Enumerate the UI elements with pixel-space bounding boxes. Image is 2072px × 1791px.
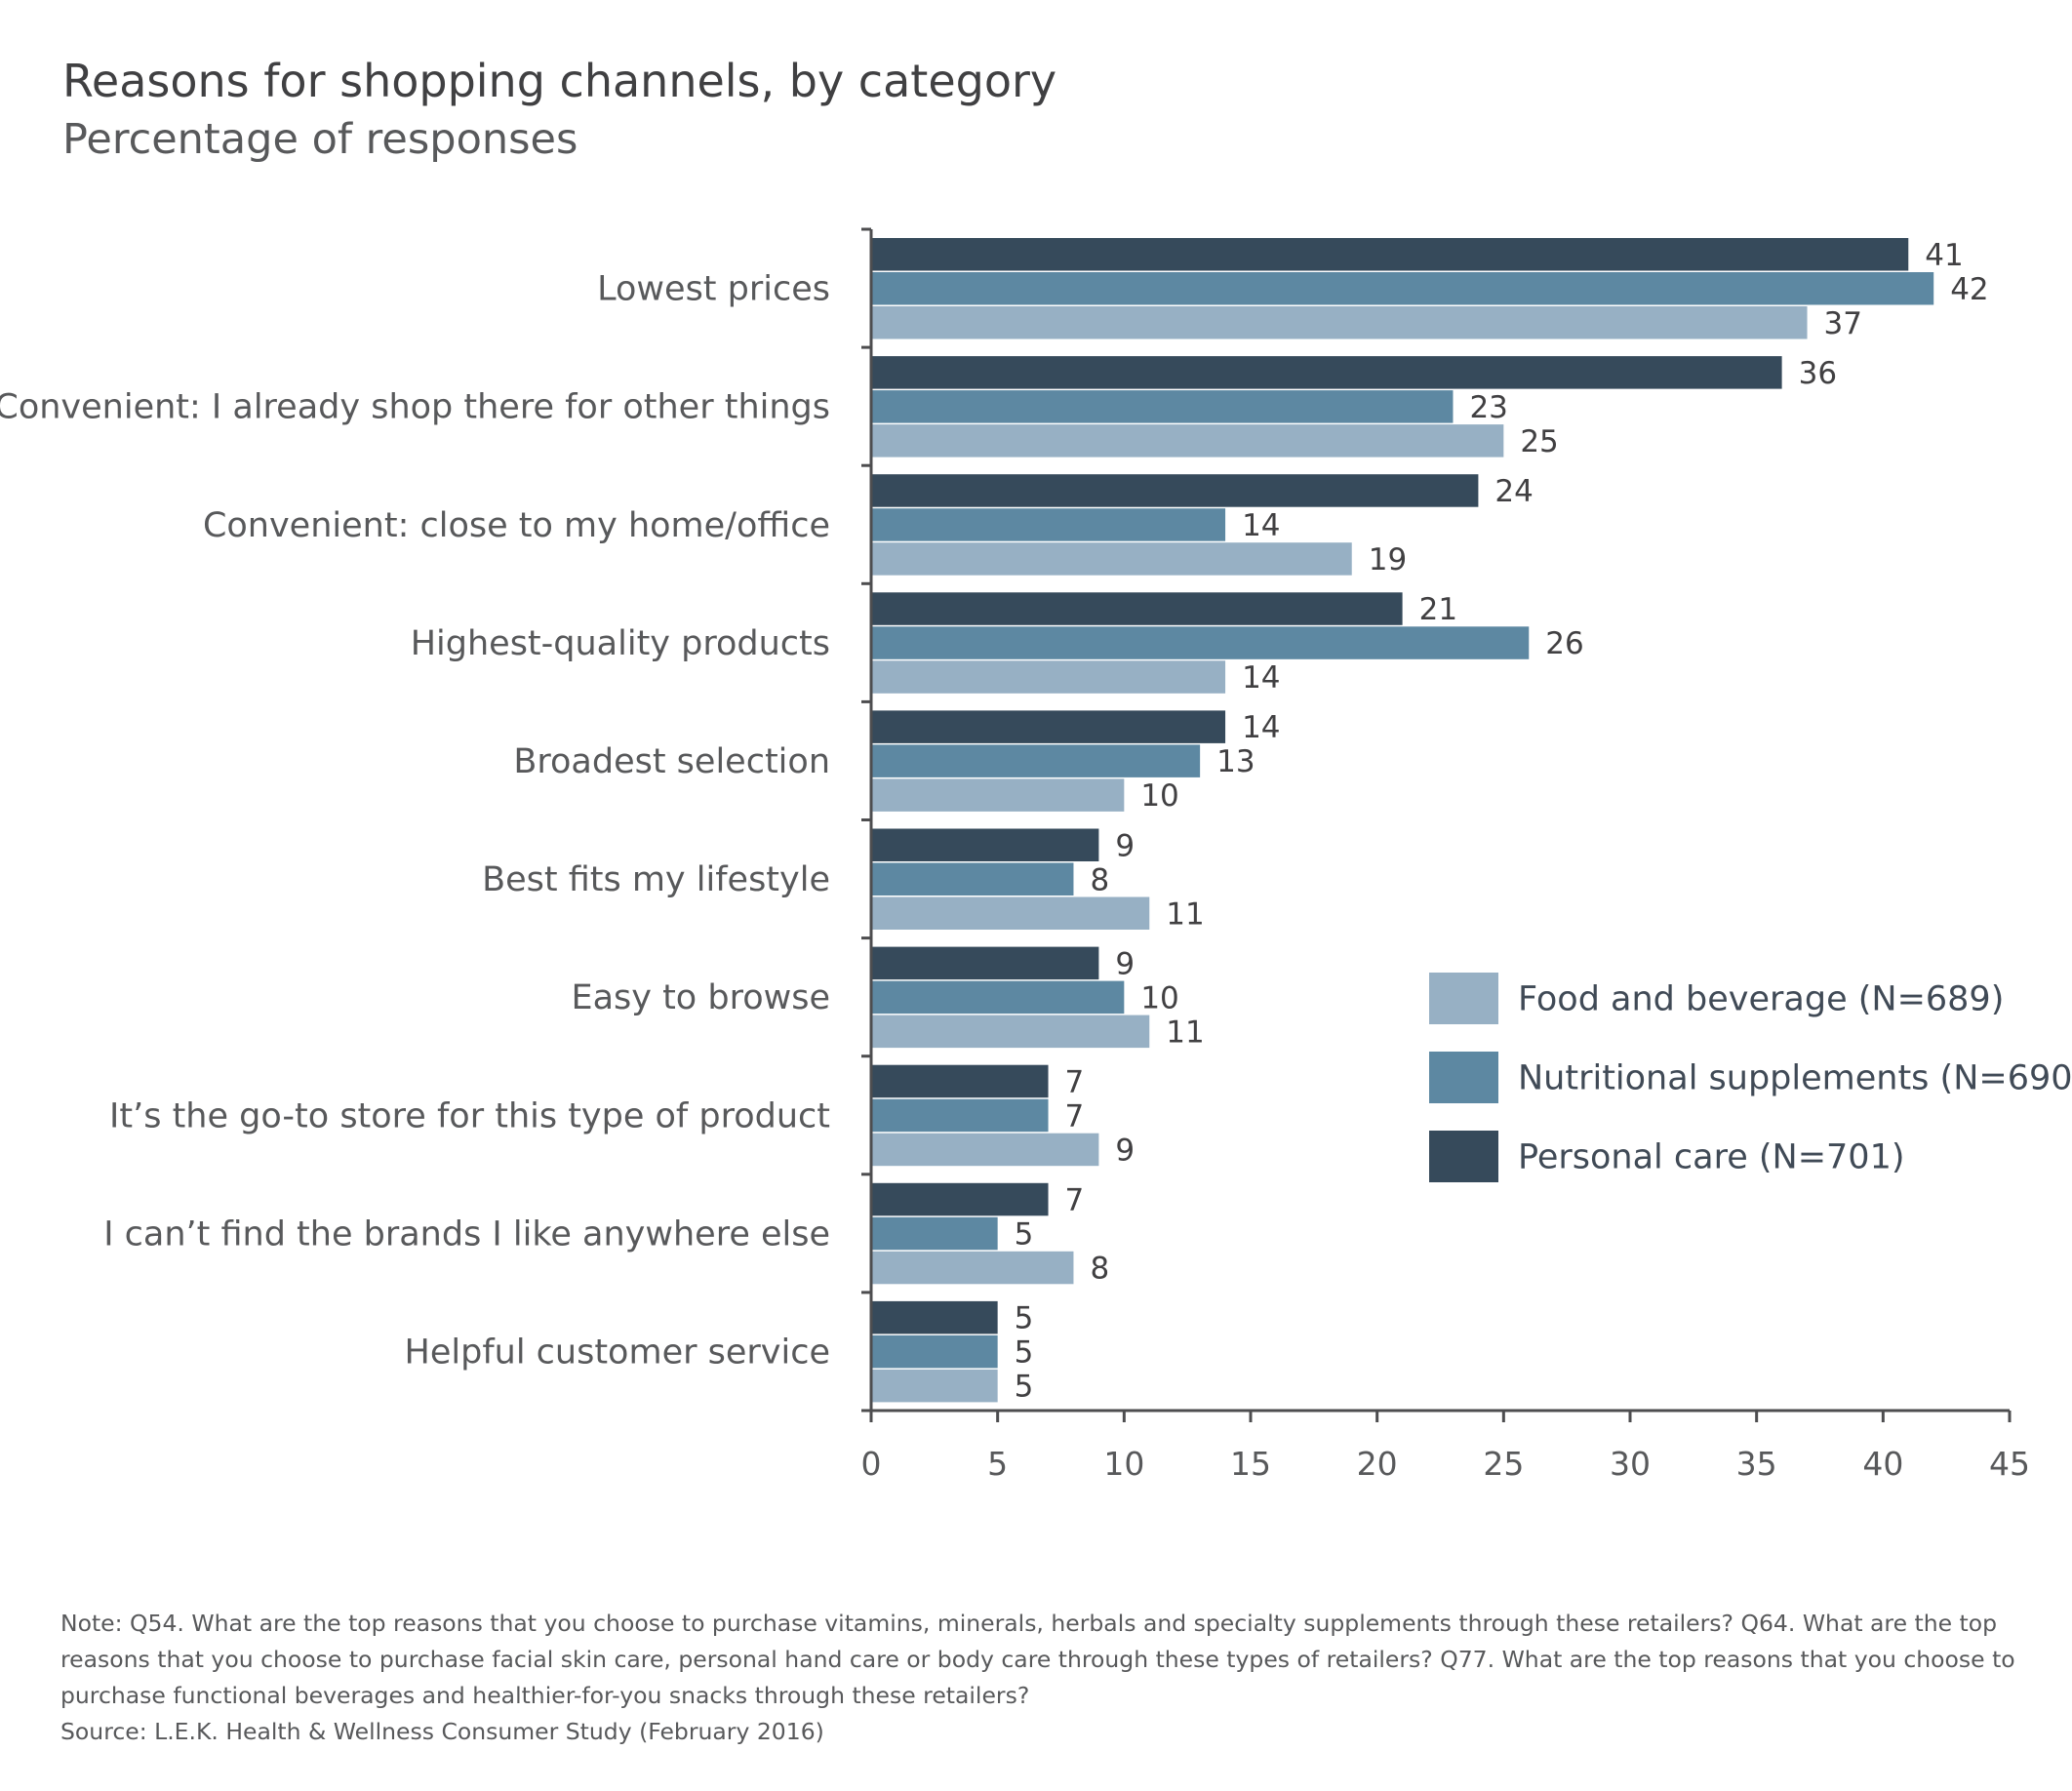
- data-label: 8: [1090, 862, 1109, 897]
- bar: [871, 1182, 1049, 1216]
- category-label: Convenient: I already shop there for oth…: [0, 388, 830, 427]
- data-label: 9: [1115, 1133, 1135, 1168]
- bar: [871, 1015, 1150, 1049]
- x-tick-label: 35: [1736, 1445, 1777, 1483]
- bar: [871, 508, 1226, 541]
- bar: [871, 778, 1125, 812]
- bar: [871, 1064, 1049, 1098]
- data-label: 9: [1115, 946, 1135, 981]
- x-tick-label: 5: [987, 1445, 1008, 1483]
- category-label: Helpful customer service: [405, 1333, 830, 1372]
- bar: [871, 306, 1808, 339]
- data-label: 7: [1065, 1064, 1085, 1099]
- chart-subtitle: Percentage of responses: [62, 115, 578, 164]
- x-tick-label: 10: [1103, 1445, 1144, 1483]
- note-line: purchase functional beverages and health…: [60, 1682, 1030, 1709]
- category-label: I can’t find the brands I like anywhere …: [103, 1214, 830, 1254]
- data-label: 21: [1419, 592, 1457, 627]
- chart-title: Reasons for shopping channels, by catego…: [62, 55, 1057, 107]
- legend-swatch: [1429, 1131, 1498, 1182]
- category-label: Easy to browse: [571, 978, 830, 1017]
- bar: [871, 744, 1201, 777]
- bar: [871, 1133, 1099, 1167]
- data-label: 11: [1166, 1015, 1204, 1050]
- legend-label: Personal care (N=701): [1518, 1138, 1905, 1177]
- data-label: 14: [1242, 710, 1280, 745]
- source-line: Source: L.E.K. Health & Wellness Consume…: [60, 1718, 824, 1745]
- bar: [871, 390, 1454, 423]
- data-label: 9: [1115, 828, 1135, 863]
- legend-swatch: [1429, 973, 1498, 1024]
- data-label: 7: [1065, 1098, 1085, 1134]
- category-label: Broadest selection: [513, 742, 830, 781]
- legend-swatch: [1429, 1052, 1498, 1103]
- bar: [871, 896, 1150, 930]
- data-label: 24: [1494, 474, 1533, 509]
- data-label: 23: [1469, 390, 1507, 425]
- data-label: 8: [1090, 1252, 1109, 1287]
- x-tick-label: 45: [1989, 1445, 2030, 1483]
- legend-label: Food and beverage (N=689): [1518, 980, 2004, 1019]
- x-tick-label: 20: [1357, 1445, 1398, 1483]
- category-label: Convenient: close to my home/office: [203, 506, 830, 545]
- data-label: 5: [1015, 1370, 1034, 1405]
- note-line: reasons that you choose to purchase faci…: [60, 1646, 2015, 1673]
- category-label: Highest-quality products: [411, 624, 830, 663]
- bar: [871, 660, 1226, 694]
- data-label: 14: [1242, 660, 1280, 696]
- bar: [871, 1216, 998, 1251]
- data-label: 19: [1369, 542, 1407, 577]
- bar: [871, 272, 1934, 305]
- data-label: 13: [1216, 744, 1255, 779]
- bar: [871, 828, 1099, 861]
- bar: [871, 1251, 1074, 1285]
- bar: [871, 592, 1403, 625]
- data-label: 14: [1242, 508, 1280, 543]
- data-label: 10: [1140, 980, 1178, 1015]
- data-label: 36: [1799, 356, 1837, 391]
- bar: [871, 1300, 998, 1334]
- category-label: Best fits my lifestyle: [482, 860, 830, 899]
- legend-label: Nutritional supplements (N=690): [1518, 1059, 2072, 1098]
- footnote: Note: Q54. What are the top reasons that…: [60, 1606, 2031, 1750]
- data-label: 10: [1140, 778, 1178, 814]
- bar: [871, 946, 1099, 980]
- data-label: 7: [1065, 1183, 1085, 1218]
- bar: [871, 1369, 998, 1403]
- bar: [871, 542, 1352, 576]
- bar: [871, 238, 1909, 271]
- bar: [871, 710, 1226, 743]
- bar: [871, 474, 1479, 507]
- data-label: 11: [1166, 896, 1204, 932]
- category-label: Lowest prices: [597, 270, 830, 309]
- x-tick-label: 40: [1862, 1445, 1903, 1483]
- bar: [871, 1098, 1049, 1133]
- data-label: 37: [1824, 306, 1862, 341]
- x-tick-label: 25: [1483, 1445, 1524, 1483]
- data-label: 42: [1950, 272, 1988, 307]
- x-tick-label: 30: [1610, 1445, 1651, 1483]
- bar: [871, 626, 1530, 659]
- bar: [871, 424, 1504, 458]
- note-line: Note: Q54. What are the top reasons that…: [60, 1610, 1998, 1637]
- bar: [871, 356, 1782, 389]
- data-label: 5: [1015, 1217, 1034, 1253]
- data-label: 5: [1015, 1335, 1034, 1371]
- bar: [871, 1334, 998, 1369]
- data-label: 41: [1925, 238, 1963, 273]
- bar: [871, 862, 1074, 896]
- data-label: 25: [1520, 424, 1558, 459]
- bar: [871, 980, 1125, 1015]
- x-tick-label: 0: [861, 1445, 882, 1483]
- category-label: It’s the go-to store for this type of pr…: [109, 1096, 830, 1135]
- data-label: 5: [1015, 1301, 1034, 1336]
- data-label: 26: [1545, 626, 1583, 661]
- x-tick-label: 15: [1230, 1445, 1271, 1483]
